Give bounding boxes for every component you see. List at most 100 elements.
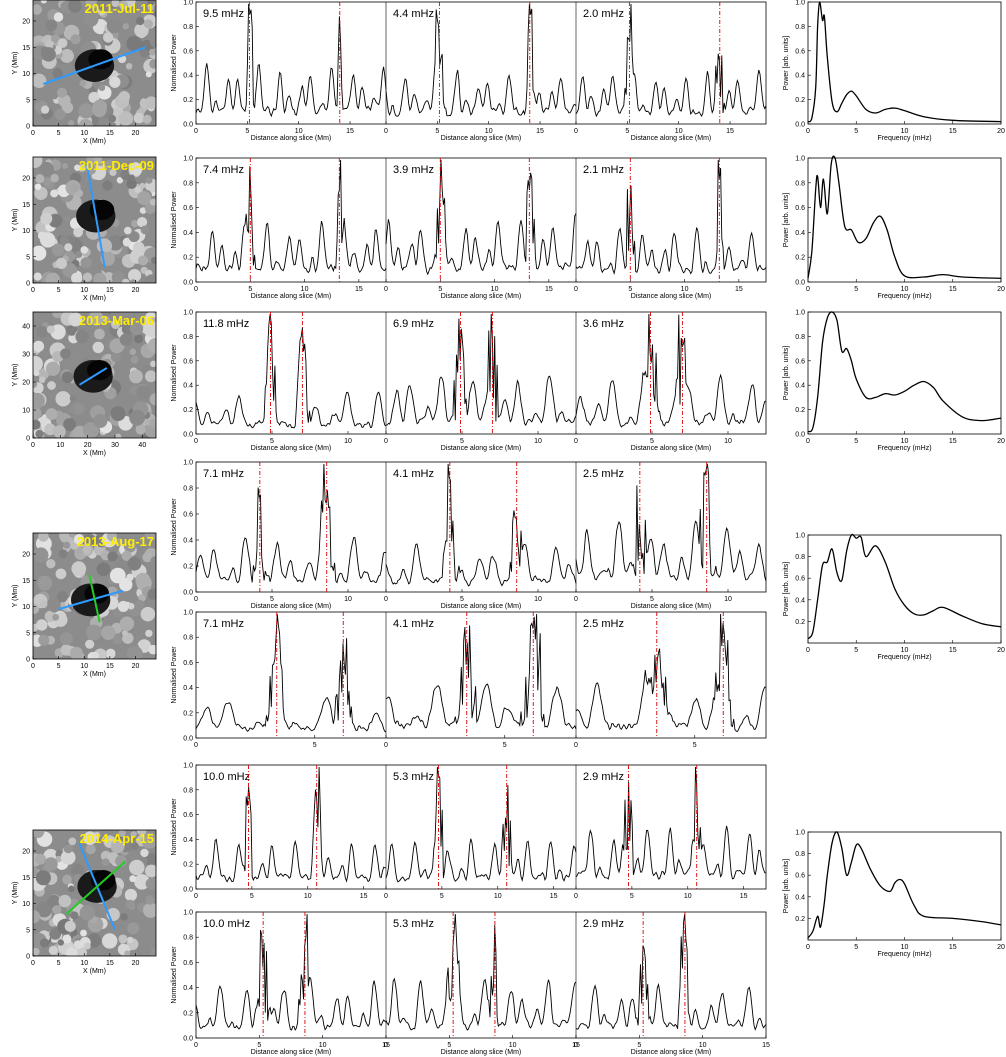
y-tick-label: 20: [22, 380, 30, 387]
x-tick-label: 20: [997, 128, 1005, 135]
x-tick-label: 15: [106, 663, 114, 670]
y-tick-label: 0.2: [795, 916, 805, 923]
x-tick-label: 10: [724, 438, 732, 445]
x-tick-label: 5: [460, 596, 464, 603]
granule: [37, 575, 53, 591]
x-tick-label: 0: [31, 663, 35, 670]
y-tick-label: 0.4: [795, 383, 805, 390]
x-tick-label: 10: [80, 663, 88, 670]
image-frame: [32, 532, 157, 660]
granule: [129, 321, 144, 336]
granule: [136, 16, 145, 26]
y-tick-label: 0.4: [183, 985, 193, 992]
granule: [128, 162, 143, 176]
context-image-2014-apr-15: 2014-Apr-15 0 5 10 15 20 0 5 10 15 20 X (Mm) Y (Mm): [12, 829, 157, 975]
granule: [149, 393, 156, 406]
slice-profile-row-2: 0.0 0.2 0.4 0.6 0.8 1.0 Normalised Power 0 5 10 15…: [171, 156, 767, 300]
x-tick-label: 15: [106, 287, 114, 294]
granule: [86, 933, 102, 948]
granule: [38, 634, 50, 646]
x-axis-label: Distance along slice (Mm): [631, 603, 712, 610]
frequency-annotation: 11.8 mHz: [203, 318, 249, 330]
granule: [71, 272, 83, 283]
granule: [57, 87, 68, 98]
power-profile-line: [195, 159, 387, 274]
x-tick-label: 5: [438, 286, 442, 293]
granule: [139, 182, 146, 189]
slice-line-green: [88, 574, 101, 623]
granule: [62, 874, 72, 885]
granule: [68, 885, 75, 893]
x-tick-label: 5: [57, 663, 61, 670]
power-spectrum-row-4: 0 5 10 15 20 0.2 0.4 0.6 0.8 1.0 Frequency (mHz) Po…: [783, 533, 1005, 662]
y-tick-label: 10: [22, 71, 30, 78]
date-label: 2013-Mar-06: [79, 313, 154, 328]
granule: [124, 950, 131, 956]
profile-subpanel: 0 5 2.5 mHz: [574, 612, 767, 749]
granule: [128, 231, 140, 243]
x-tick-label: 5: [257, 1042, 261, 1049]
y-tick-label: 5: [26, 927, 30, 934]
x-tick-label: 0: [31, 130, 35, 137]
x-axis-label: Distance along slice (Mm): [441, 1049, 522, 1056]
granule: [134, 874, 150, 890]
x-tick-label: 0: [574, 893, 578, 900]
granule: [64, 920, 76, 932]
granule: [102, 180, 113, 191]
y-tick-label: 0.0: [183, 736, 193, 743]
date-label: 2014-Apr-15: [80, 831, 154, 846]
granule: [114, 433, 122, 438]
x-tick-label: 15: [545, 286, 553, 293]
frequency-annotation: 10.0 mHz: [203, 918, 250, 930]
x-tick-label: 40: [138, 442, 146, 449]
y-tick-label: 0.6: [183, 358, 193, 365]
granule: [53, 12, 64, 22]
y-tick-label: 1.0: [795, 310, 805, 317]
power-spectrum-row-5: 0 5 10 15 20 0.2 0.4 0.6 0.8 1.0 Frequency (mHz) Po…: [783, 830, 1005, 959]
granule: [137, 255, 148, 266]
x-tick-label: 20: [997, 286, 1005, 293]
x-tick-label: 0: [194, 438, 198, 445]
granule: [86, 624, 102, 641]
x-tick-label: 10: [509, 1042, 517, 1049]
y-tick-label: 0: [26, 281, 30, 288]
x-tick-label: 10: [675, 128, 683, 135]
x-axis-label: Distance along slice (Mm): [631, 1049, 712, 1056]
granule: [33, 547, 49, 563]
frequency-annotation: 2.5 mHz: [583, 618, 624, 630]
image-frame: [32, 829, 157, 957]
x-tick-label: 5: [854, 128, 858, 135]
x-tick-label: 5: [854, 438, 858, 445]
slice-profile-row-4: 0.0 0.2 0.4 0.6 0.8 1.0 Normalised Power 0 5 10 Di…: [171, 460, 767, 610]
granule: [59, 235, 70, 246]
granule: [55, 855, 63, 863]
granule: [75, 329, 89, 344]
granule: [110, 406, 126, 422]
x-tick-label: 10: [901, 944, 909, 951]
granule: [70, 184, 79, 193]
x-tick-label: 15: [355, 286, 363, 293]
granule: [46, 558, 56, 569]
granule: [118, 830, 126, 838]
y-tick-label: 15: [22, 875, 30, 882]
granule: [129, 409, 145, 426]
y-tick-label: 0.6: [795, 358, 805, 365]
x-tick-label: 10: [534, 438, 542, 445]
granule: [83, 422, 99, 438]
y-tick-label: 10: [22, 901, 30, 908]
slice-line-blue: [78, 367, 108, 386]
y-tick-label: 0.0: [795, 122, 805, 129]
profile-subpanel: 0 5 10 15 Distance along slice (Mm) 9.5 mHz: [194, 2, 387, 142]
x-axis-label: Distance along slice (Mm): [441, 603, 522, 610]
y-tick-label: 0.8: [795, 24, 805, 31]
granule: [148, 48, 156, 56]
granule: [149, 418, 156, 428]
y-tick-label: 0.8: [183, 635, 193, 642]
granule: [136, 385, 151, 400]
x-tick-label: 30: [111, 442, 119, 449]
granulation-texture: [33, 157, 156, 283]
y-tick-label: 0.8: [183, 787, 193, 794]
y-tick-label: 20: [22, 176, 30, 183]
x-axis-label: Distance along slice (Mm): [441, 293, 522, 300]
